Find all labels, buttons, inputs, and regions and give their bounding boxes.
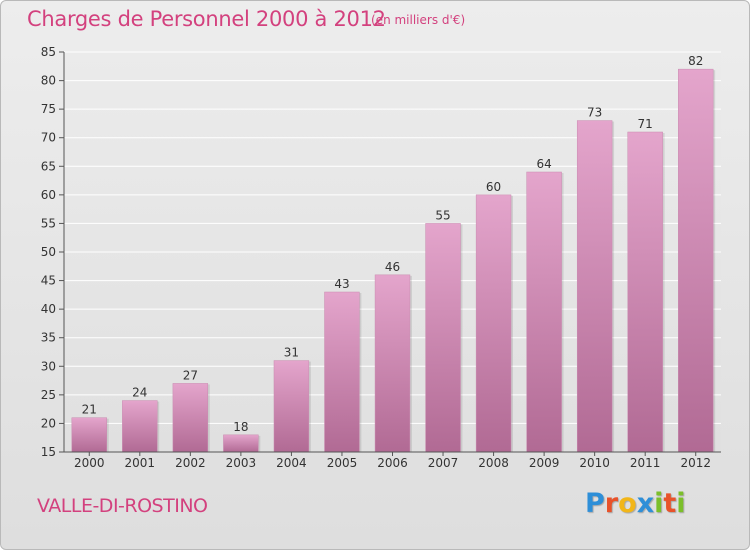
data-label-2011: 71 [638, 117, 653, 131]
data-label-2000: 21 [82, 403, 97, 417]
y-tick-label: 45 [41, 274, 56, 288]
x-tick-label-2009: 2009 [529, 456, 560, 470]
x-tick-label-2000: 2000 [74, 456, 105, 470]
bar-2012 [678, 68, 714, 453]
x-tick-label-2010: 2010 [579, 456, 610, 470]
x-tick-label-2006: 2006 [377, 456, 408, 470]
data-label-2005: 43 [334, 277, 349, 291]
proxiti-logo: Proxiti [585, 488, 686, 519]
y-tick-label: 80 [41, 74, 56, 88]
data-label-2003: 18 [233, 420, 248, 434]
data-label-2004: 31 [284, 346, 299, 360]
y-tick-label: 50 [41, 245, 56, 259]
axis-layer: 15 20 25 30 35 40 45 50 55 60 65 70 75 80 85 2000 2001 20… [41, 45, 721, 470]
data-label-2010: 73 [587, 106, 602, 120]
y-tick-label: 20 [41, 416, 56, 430]
chart-title: Charges de Personnel 2000 à 2012 [27, 7, 386, 31]
bar-2006 [374, 274, 411, 453]
data-label-2007: 55 [435, 208, 450, 222]
data-label-2002: 27 [183, 368, 198, 382]
bar-2003 [223, 434, 259, 453]
y-tick-label: 75 [41, 102, 56, 116]
bar-2004 [273, 360, 310, 453]
y-tick-label: 60 [41, 188, 56, 202]
x-tick-label-2004: 2004 [276, 456, 307, 470]
y-tick-label: 35 [41, 331, 56, 345]
x-tick-label-2002: 2002 [175, 456, 206, 470]
data-label-2008: 60 [486, 180, 501, 194]
bar-2000 [71, 417, 107, 453]
data-label-2006: 46 [385, 260, 400, 274]
bar-2009 [526, 171, 562, 453]
commune-name: VALLE-DI-ROSTINO [37, 495, 208, 517]
bar-2002 [172, 383, 209, 453]
logo-letter: P [585, 488, 605, 519]
x-tick-label-2007: 2007 [428, 456, 459, 470]
logo-letter: i [676, 488, 686, 519]
y-tick-label: 65 [41, 159, 56, 173]
y-tick-label: 85 [41, 45, 56, 59]
data-label-2001: 24 [132, 386, 147, 400]
bar-2011 [627, 131, 663, 453]
bar-layer: 21 24 27 18 31 43 46 55 60 64 73 71 82 [71, 54, 716, 453]
logo-letter: t [663, 488, 677, 519]
chart-subtitle: (en milliers d'€) [371, 13, 466, 27]
x-tick-label-2012: 2012 [680, 456, 711, 470]
logo-letter: x [636, 488, 655, 519]
y-tick-label: 25 [41, 388, 56, 402]
x-tick-label-2001: 2001 [125, 456, 156, 470]
x-tick-label-2003: 2003 [226, 456, 257, 470]
y-tick-label: 30 [41, 359, 56, 373]
logo-letter: o [618, 488, 637, 519]
logo-letter: i [654, 488, 664, 519]
x-tick-label-2011: 2011 [630, 456, 661, 470]
bar-2001 [122, 400, 158, 453]
y-tick-label: 55 [41, 216, 56, 230]
y-tick-label: 70 [41, 131, 56, 145]
data-label-2009: 64 [536, 157, 551, 171]
data-label-2012: 82 [688, 54, 703, 68]
bar-2008 [475, 194, 512, 453]
x-tick-label-2005: 2005 [327, 456, 358, 470]
logo-letter: r [604, 488, 619, 519]
y-tick-label: 40 [41, 302, 56, 316]
x-tick-label-2008: 2008 [478, 456, 509, 470]
bar-2005 [324, 291, 360, 453]
bar-2007 [425, 223, 461, 453]
y-tick-label: 15 [41, 445, 56, 459]
bar-2010 [576, 120, 613, 453]
